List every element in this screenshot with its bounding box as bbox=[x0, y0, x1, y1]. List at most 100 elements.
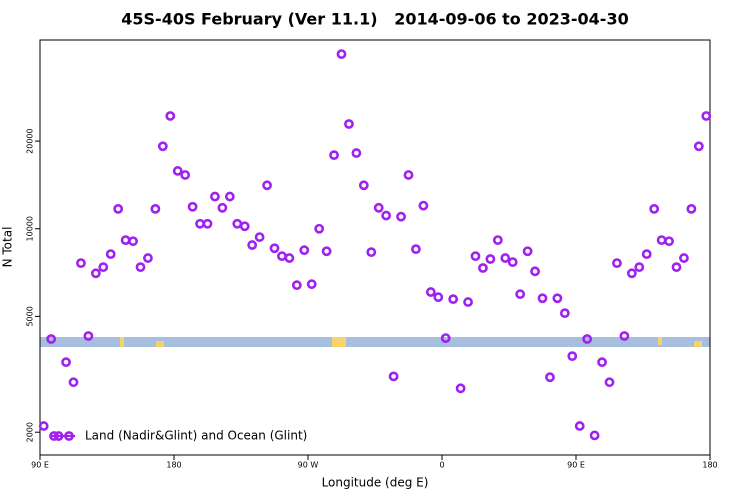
plot-frame bbox=[39, 39, 711, 456]
point bbox=[247, 240, 258, 250]
point bbox=[366, 247, 377, 258]
y-tick-label: 10000 bbox=[26, 216, 35, 241]
point bbox=[358, 180, 369, 191]
point bbox=[589, 430, 600, 441]
legend-marker bbox=[64, 431, 74, 441]
point bbox=[291, 280, 302, 291]
point bbox=[120, 235, 131, 246]
point bbox=[202, 218, 213, 229]
point bbox=[403, 170, 414, 180]
point bbox=[604, 377, 615, 388]
legend-marker bbox=[49, 431, 59, 441]
point bbox=[321, 246, 332, 257]
point bbox=[165, 111, 176, 121]
point bbox=[455, 383, 466, 394]
point bbox=[46, 334, 57, 344]
point bbox=[522, 246, 533, 257]
point bbox=[500, 253, 511, 263]
point bbox=[552, 293, 563, 304]
point bbox=[239, 221, 250, 232]
point bbox=[306, 279, 317, 290]
point bbox=[388, 371, 399, 382]
point bbox=[254, 232, 265, 242]
point bbox=[128, 236, 138, 247]
point bbox=[210, 191, 220, 202]
point bbox=[448, 294, 459, 305]
point bbox=[537, 293, 548, 304]
band-highlight bbox=[156, 341, 164, 347]
point bbox=[396, 211, 406, 222]
point bbox=[90, 268, 101, 279]
point bbox=[463, 297, 473, 307]
point bbox=[492, 235, 503, 246]
point bbox=[135, 262, 146, 273]
point bbox=[113, 203, 124, 214]
point bbox=[425, 287, 436, 297]
point bbox=[195, 218, 205, 229]
point bbox=[567, 351, 578, 362]
point bbox=[597, 357, 607, 368]
point bbox=[172, 166, 183, 176]
point bbox=[612, 258, 622, 268]
point bbox=[68, 377, 79, 388]
point bbox=[433, 292, 444, 303]
band-highlight bbox=[120, 337, 124, 347]
point bbox=[515, 289, 526, 300]
x-tick-label: 0 bbox=[439, 461, 444, 470]
y-axis-label: N Total bbox=[1, 227, 15, 268]
y-tick-label: 5000 bbox=[26, 306, 35, 326]
point bbox=[38, 421, 49, 431]
point bbox=[418, 200, 429, 211]
point bbox=[157, 141, 168, 152]
point bbox=[664, 236, 674, 247]
point bbox=[701, 111, 712, 121]
point bbox=[574, 421, 585, 431]
point bbox=[98, 262, 109, 273]
point bbox=[277, 251, 287, 262]
point bbox=[470, 251, 481, 262]
point bbox=[559, 308, 570, 319]
point bbox=[545, 372, 555, 383]
point bbox=[656, 235, 667, 246]
y-tick-label: 20000 bbox=[26, 128, 35, 153]
x-axis-label: Longitude (deg E) bbox=[322, 476, 429, 490]
point bbox=[507, 257, 518, 268]
point bbox=[686, 203, 697, 214]
point bbox=[143, 253, 153, 263]
x-tick-label: 90 W bbox=[298, 461, 319, 470]
band-highlights bbox=[120, 337, 702, 347]
point bbox=[485, 254, 496, 264]
point bbox=[105, 249, 116, 260]
point bbox=[150, 203, 161, 214]
point bbox=[180, 170, 191, 180]
point bbox=[224, 191, 235, 202]
point bbox=[61, 357, 71, 368]
point bbox=[373, 202, 384, 213]
point bbox=[634, 262, 645, 273]
point bbox=[582, 334, 593, 344]
point bbox=[693, 141, 704, 152]
band-highlight bbox=[658, 337, 662, 345]
point bbox=[641, 249, 652, 260]
point bbox=[217, 202, 228, 213]
point bbox=[440, 333, 451, 344]
point bbox=[530, 266, 540, 277]
legend-label: Land (Nadir&Glint) and Ocean (Glint) bbox=[85, 429, 307, 443]
x-tick-label: 90 E bbox=[567, 461, 585, 470]
point bbox=[76, 258, 86, 268]
point bbox=[351, 148, 362, 158]
x-tick-label: 180 bbox=[702, 461, 717, 470]
point bbox=[269, 243, 280, 254]
point bbox=[344, 119, 354, 129]
point bbox=[187, 201, 198, 212]
point bbox=[314, 223, 325, 234]
point bbox=[649, 203, 660, 214]
point bbox=[262, 180, 272, 191]
point bbox=[679, 253, 689, 263]
point bbox=[626, 268, 637, 279]
chart-title: 45S-40S February (Ver 11.1) 2014-09-06 t… bbox=[121, 10, 628, 29]
point bbox=[619, 331, 630, 341]
point bbox=[478, 263, 488, 273]
x-tick-label: 180 bbox=[166, 461, 181, 470]
